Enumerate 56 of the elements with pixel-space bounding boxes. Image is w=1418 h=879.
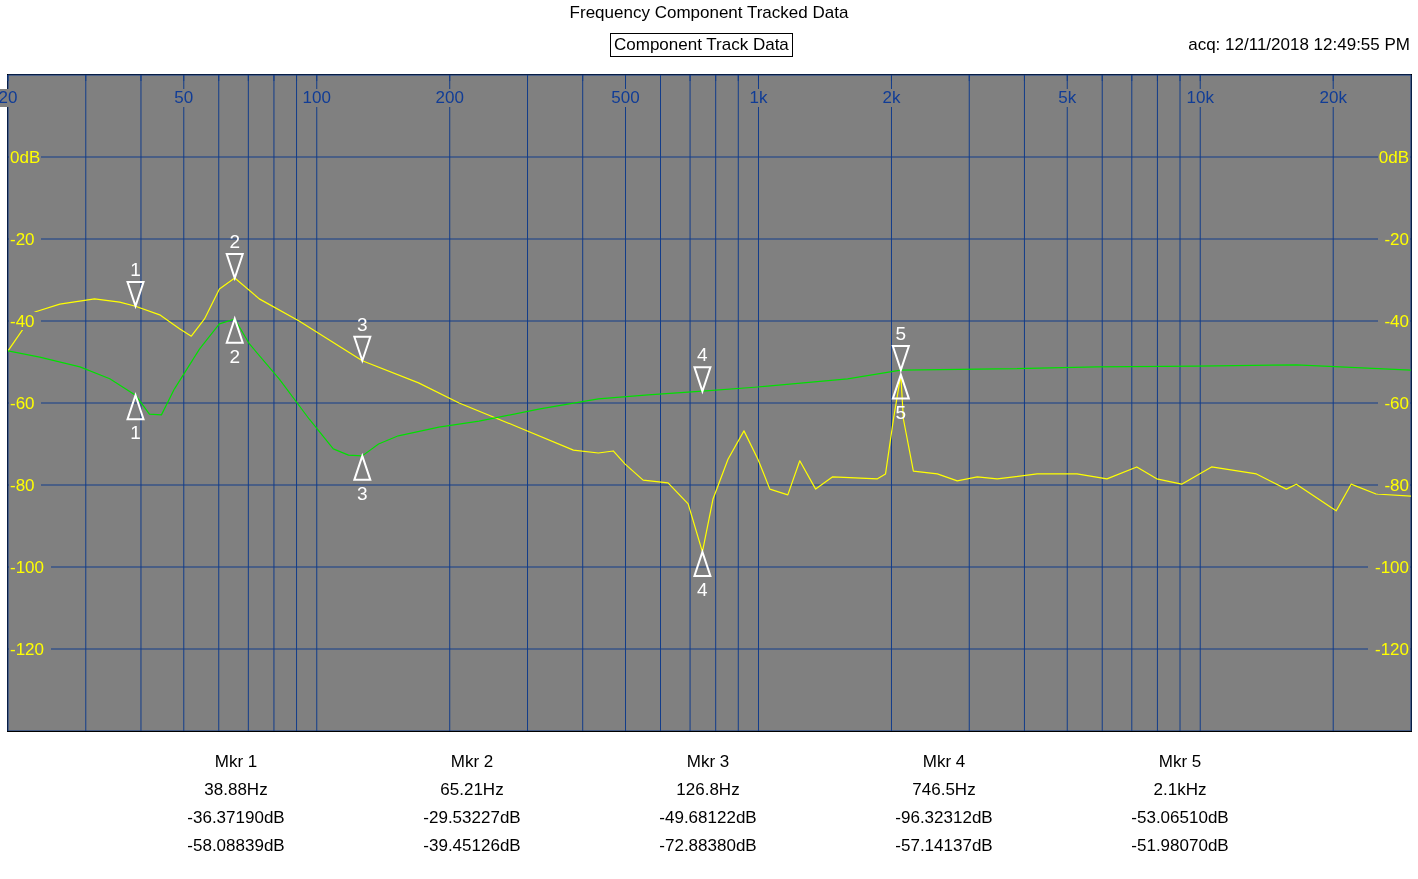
annotation: 1 xyxy=(130,422,141,444)
y-tick-label: -20 xyxy=(10,229,35,249)
x-tick-label: 10k xyxy=(1186,88,1215,107)
annotation: 4 xyxy=(697,344,709,366)
y2-tick-label: -100 xyxy=(1374,557,1409,577)
y-tick-label: -40 xyxy=(10,311,35,331)
chart-title: Frequency Component Tracked Data xyxy=(568,3,850,23)
text: -72.88380dB xyxy=(658,836,758,856)
text: Mkr 1 xyxy=(213,752,259,772)
x-tick-label: 20 xyxy=(0,88,18,107)
text: -58.08839dB xyxy=(186,836,286,856)
y-tick-label: -100 xyxy=(10,557,45,577)
y2-tick-label: -60 xyxy=(1384,393,1409,413)
text: 38.88Hz xyxy=(203,780,269,800)
text: -49.68122dB xyxy=(658,808,758,828)
annotation: 4 xyxy=(697,578,709,600)
text: 126.8Hz xyxy=(675,780,741,800)
text: 65.21Hz xyxy=(439,780,505,800)
annotation: 2 xyxy=(229,345,241,367)
text: -53.06510dB xyxy=(1130,808,1230,828)
x-tick-label: 100 xyxy=(302,88,331,107)
x-tick-label: 20k xyxy=(1319,88,1348,107)
y-tick-label: -60 xyxy=(10,393,35,413)
y-tick-label: -120 xyxy=(10,639,45,659)
y2-tick-label: -120 xyxy=(1374,639,1409,659)
annotation: 3 xyxy=(357,313,368,335)
x-tick-label: 5k xyxy=(1058,88,1077,107)
x-tick-label: 200 xyxy=(435,88,464,107)
text: -51.98070dB xyxy=(1130,836,1230,856)
text: -57.14137dB xyxy=(894,836,994,856)
text: Mkr 4 xyxy=(921,752,967,772)
text: -96.32312dB xyxy=(894,808,994,828)
text: Mkr 2 xyxy=(449,752,495,772)
x-tick-label: 2k xyxy=(882,88,901,107)
text: Mkr 5 xyxy=(1157,752,1203,772)
text: Mkr 3 xyxy=(685,752,731,772)
x-tick-label: 1k xyxy=(749,88,768,107)
y2-tick-label: 0dB xyxy=(1378,147,1409,167)
y2-tick-label: -40 xyxy=(1384,311,1409,331)
y-tick-label: -80 xyxy=(10,475,35,495)
annotation: 2 xyxy=(229,231,241,253)
x-tick-label: 500 xyxy=(611,88,640,107)
chart-subtitle: Component Track Data xyxy=(610,33,793,57)
annotation: 3 xyxy=(357,482,368,504)
text: 2.1kHz xyxy=(1152,780,1208,800)
annotation: 5 xyxy=(895,323,907,345)
text: 746.5Hz xyxy=(911,780,977,800)
annotation: 1 xyxy=(130,259,141,281)
y-tick-label: 0dB xyxy=(10,147,41,167)
x-tick-label: 50 xyxy=(174,88,194,107)
text: acq: 12/11/2018 12:49:55 PM xyxy=(1188,35,1410,55)
text: -36.37190dB xyxy=(186,808,286,828)
y2-tick-label: -20 xyxy=(1384,229,1409,249)
text: -39.45126dB xyxy=(422,836,522,856)
text: -29.53227dB xyxy=(422,808,522,828)
y2-tick-label: -80 xyxy=(1384,475,1409,495)
